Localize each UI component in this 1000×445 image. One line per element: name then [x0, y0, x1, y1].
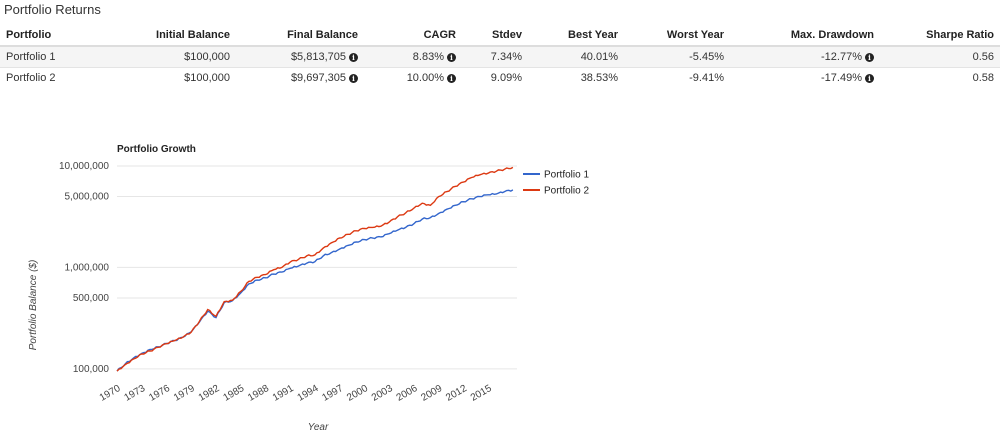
cell-stdev: 7.34%: [462, 45, 528, 67]
table-row: Portfolio 2 $100,000 $9,697,305 i 10.00% i…: [0, 66, 1000, 88]
y-tick-label: 500,000: [73, 293, 110, 304]
series-line-2: [116, 166, 514, 372]
cell-stdev: 9.09%: [462, 66, 528, 88]
cell-max-drawdown: -12.77% i: [730, 45, 880, 67]
x-tick-label: 2015: [469, 383, 494, 404]
x-tick-label: 1985: [221, 383, 246, 404]
info-icon[interactable]: i: [865, 73, 874, 83]
cell-initial-balance: $100,000: [140, 66, 236, 88]
cagr-value: 8.83%: [412, 50, 444, 63]
cell-initial-balance: $100,000: [140, 45, 236, 67]
x-tick-label: 1976: [147, 383, 172, 404]
legend-label: Portfolio 2: [544, 186, 589, 197]
final-balance-value: $9,697,305: [290, 71, 346, 84]
x-axis-ticks: 1970 1973 1976 1979 1982 1985 1988 1991 1994 1997…: [98, 383, 494, 404]
x-tick-label: 1994: [296, 383, 321, 404]
header-worst-year: Worst Year: [624, 24, 730, 47]
portfolio-growth-chart: Portfolio Growth 100,000 500,000 1,000,000…: [28, 144, 589, 433]
header-best-year: Best Year: [528, 24, 624, 47]
cell-worst-year: -9.41%: [624, 66, 730, 88]
x-tick-label: 2012: [444, 383, 469, 404]
x-tick-label: 2003: [370, 383, 395, 404]
chart-grid: [117, 165, 517, 370]
chart-series: [116, 166, 514, 372]
x-tick-label: 1973: [122, 383, 147, 404]
header-max-drawdown: Max. Drawdown: [730, 24, 880, 47]
header-final-balance: Final Balance: [236, 24, 364, 47]
x-tick-label: 1982: [197, 383, 222, 404]
chart-legend: Portfolio 1 Portfolio 2: [523, 170, 589, 197]
x-tick-label: 1970: [98, 383, 123, 404]
table-row: Portfolio 1 $100,000 $5,813,705 i 8.83% i …: [0, 45, 1000, 67]
cagr-value: 10.00%: [406, 71, 444, 84]
x-tick-label: 1979: [172, 383, 197, 404]
info-icon[interactable]: i: [349, 52, 358, 62]
y-tick-label: 10,000,000: [59, 161, 109, 172]
cell-final-balance: $5,813,705 i: [236, 45, 364, 67]
x-tick-label: 1988: [246, 383, 271, 404]
header-initial-balance: Initial Balance: [140, 24, 236, 47]
info-icon[interactable]: i: [447, 73, 456, 83]
cell-best-year: 40.01%: [528, 45, 624, 67]
info-icon[interactable]: i: [865, 52, 874, 62]
header-cagr: CAGR: [364, 24, 462, 47]
x-tick-label: 1991: [271, 383, 296, 404]
table-header-row: Portfolio Initial Balance Final Balance …: [0, 24, 1000, 47]
x-tick-label: 2006: [395, 383, 420, 404]
cell-worst-year: -5.45%: [624, 45, 730, 67]
header-portfolio: Portfolio: [0, 24, 140, 47]
portfolio-returns-table: Portfolio Initial Balance Final Balance …: [0, 24, 1000, 88]
final-balance-value: $5,813,705: [290, 50, 346, 63]
x-tick-label: 1997: [320, 383, 345, 404]
cell-sharpe-ratio: 0.56: [880, 45, 1000, 67]
cell-portfolio: Portfolio 2: [0, 66, 140, 88]
x-tick-label: 2009: [419, 383, 444, 404]
y-axis-ticks: 100,000 500,000 1,000,000 5,000,000 10,000,0…: [59, 161, 109, 375]
info-icon[interactable]: i: [349, 73, 358, 83]
x-tick-label: 2000: [345, 383, 370, 404]
series-line-1: [116, 189, 514, 372]
cell-cagr: 10.00% i: [364, 66, 462, 88]
y-tick-label: 100,000: [73, 364, 110, 375]
section-title: Portfolio Returns: [4, 2, 101, 17]
drawdown-value: -12.77%: [821, 50, 862, 63]
cell-best-year: 38.53%: [528, 66, 624, 88]
drawdown-value: -17.49%: [821, 71, 862, 84]
cell-final-balance: $9,697,305 i: [236, 66, 364, 88]
header-stdev: Stdev: [462, 24, 528, 47]
header-sharpe-ratio: Sharpe Ratio: [880, 24, 1000, 47]
cell-portfolio: Portfolio 1: [0, 45, 140, 67]
cell-max-drawdown: -17.49% i: [730, 66, 880, 88]
cell-cagr: 8.83% i: [364, 45, 462, 67]
x-axis-title: Year: [308, 422, 329, 433]
y-tick-label: 1,000,000: [65, 262, 110, 273]
info-icon[interactable]: i: [447, 52, 456, 62]
y-axis-title: Portfolio Balance ($): [28, 260, 39, 351]
y-tick-label: 5,000,000: [65, 192, 110, 203]
chart-title: Portfolio Growth: [117, 144, 196, 155]
cell-sharpe-ratio: 0.58: [880, 66, 1000, 88]
legend-label: Portfolio 1: [544, 170, 589, 181]
